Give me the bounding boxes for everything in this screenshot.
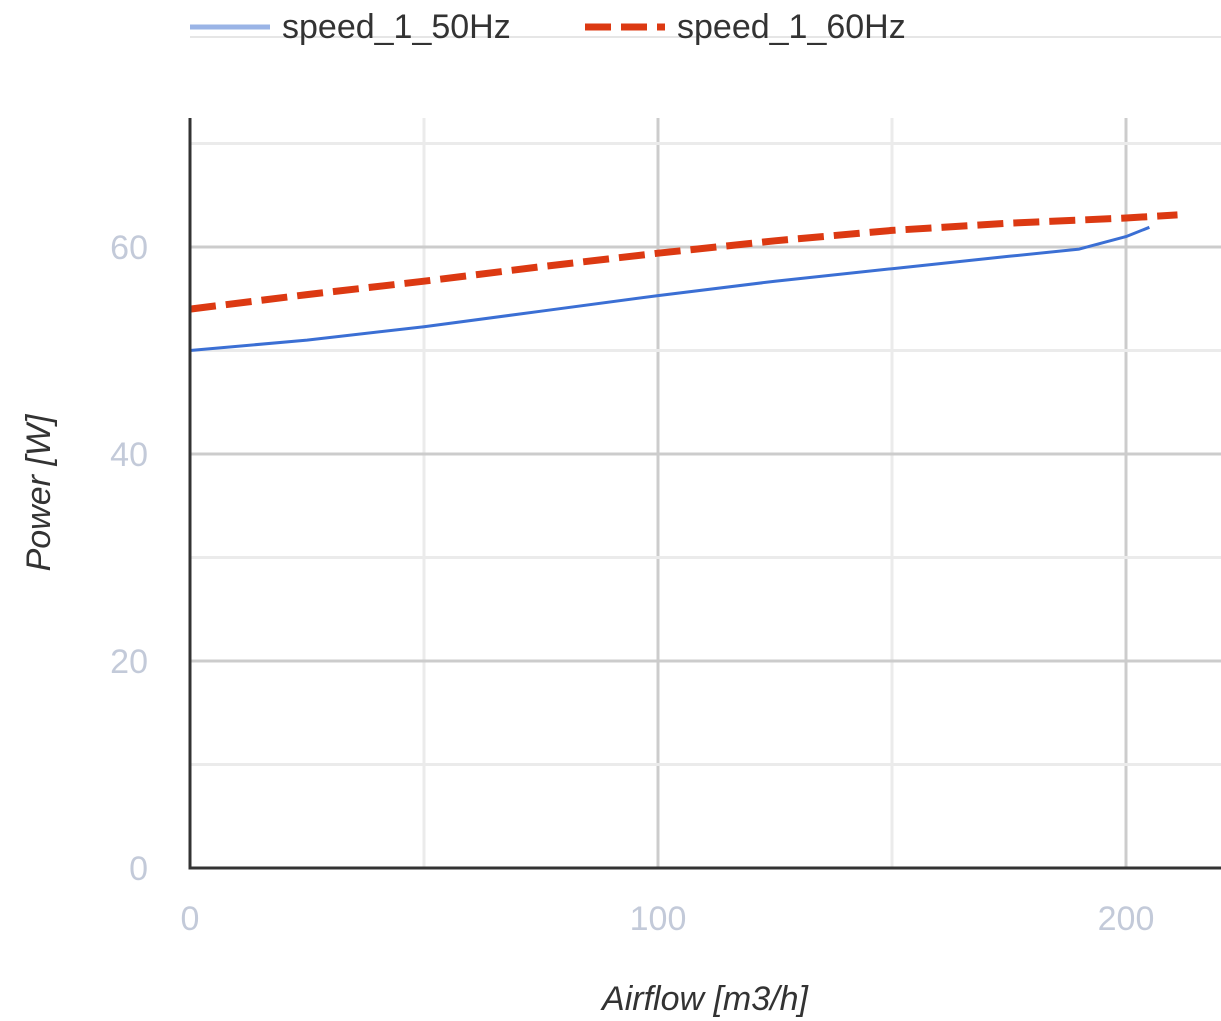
series-lines — [189, 211, 1178, 352]
tick-labels: 0 20 40 60 0 100 200 — [110, 229, 1154, 938]
x-tick-label: 200 — [1098, 900, 1155, 938]
y-tick-label: 60 — [110, 229, 148, 267]
series-line-1 — [189, 225, 1150, 352]
axes — [188, 118, 1221, 870]
y-tick-label: 20 — [110, 643, 148, 681]
legend-label: speed_1_50Hz — [282, 8, 511, 46]
y-axis-title: Power [W] — [20, 413, 58, 571]
y-tick-label: 0 — [129, 850, 148, 888]
y-tick-label: 40 — [110, 436, 148, 474]
legend-label: speed_1_60Hz — [677, 8, 906, 46]
x-tick-label: 0 — [181, 900, 200, 938]
x-tick-label: 100 — [630, 900, 687, 938]
x-axis-title: Airflow [m3/h] — [600, 980, 809, 1018]
series-line-2 — [189, 211, 1178, 313]
gridlines — [190, 118, 1221, 868]
legend: speed_1_50Hz speed_1_60Hz — [190, 8, 906, 46]
